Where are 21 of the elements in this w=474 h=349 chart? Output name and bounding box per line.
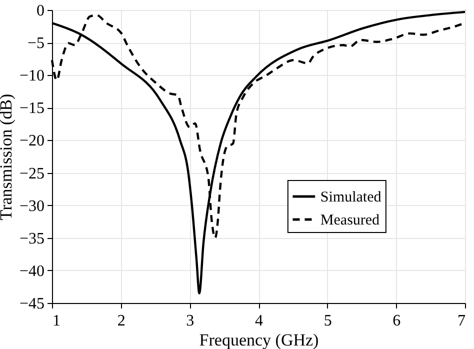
x-tick-label: 6 xyxy=(392,312,401,330)
x-tick-label: 7 xyxy=(458,312,466,330)
x-axis-title: Frequency (GHz) xyxy=(199,330,319,349)
y-tick-label: −15 xyxy=(19,100,44,118)
x-tick-label: 2 xyxy=(117,312,126,330)
y-tick-label: −30 xyxy=(19,198,44,215)
x-tick-label: 5 xyxy=(324,312,332,330)
y-tick-label: 0 xyxy=(36,2,44,20)
y-tick-label: −10 xyxy=(19,68,44,85)
y-tick-label: −25 xyxy=(19,165,44,182)
y-tick-label: −5 xyxy=(27,35,44,52)
y-tick-label: −45 xyxy=(19,296,44,312)
legend-label: Measured xyxy=(320,212,380,228)
x-tick-label: 1 xyxy=(52,312,60,330)
y-tick-label: −20 xyxy=(19,132,44,150)
y-axis-title: Transmission (dB) xyxy=(0,94,16,220)
x-tick-label: 3 xyxy=(186,312,194,330)
x-tick-label: 4 xyxy=(255,312,263,330)
y-tick-label: −35 xyxy=(19,230,44,248)
y-tick-label: −40 xyxy=(19,262,44,280)
legend-label: Simulated xyxy=(320,189,382,206)
